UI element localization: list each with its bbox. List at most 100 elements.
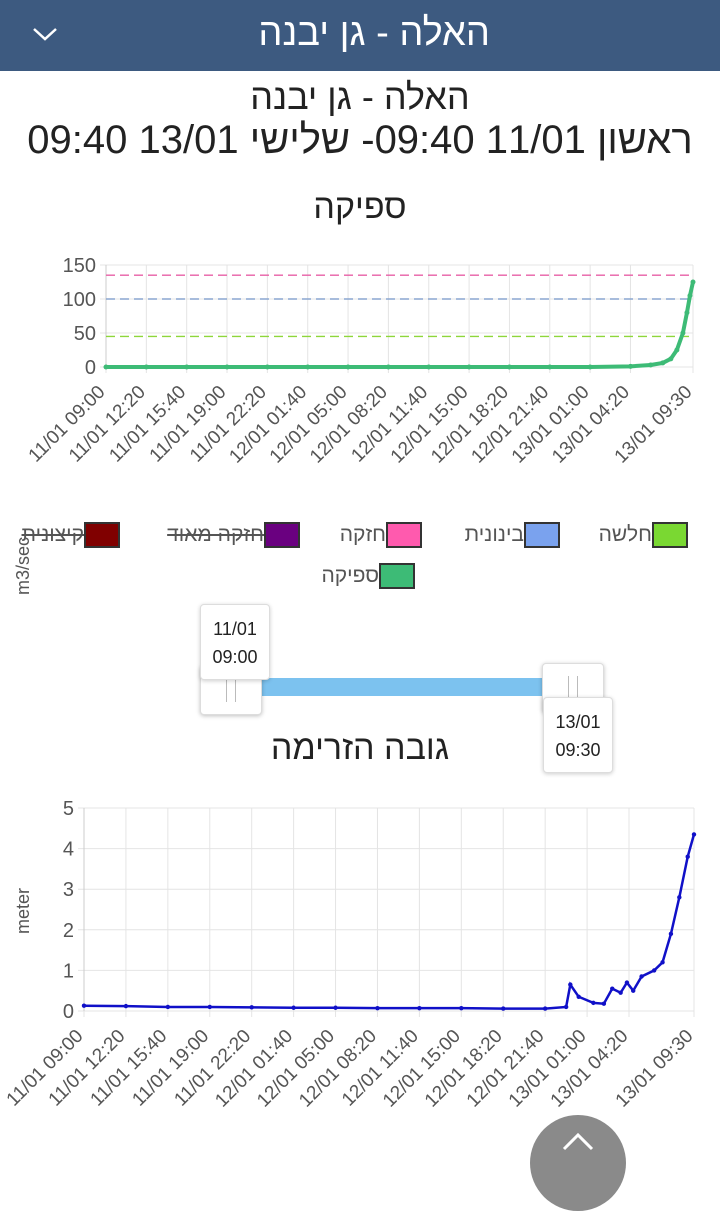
legend-label: חזקה bbox=[339, 523, 386, 546]
data-point bbox=[591, 1000, 596, 1006]
data-point bbox=[345, 364, 351, 370]
range-end-date: 13/01 bbox=[555, 712, 601, 732]
range-start-time: 09:00 bbox=[212, 647, 258, 667]
data-point bbox=[668, 356, 674, 362]
legend-item-medium[interactable]: בינונית bbox=[465, 519, 568, 551]
range-start-date: 11/01 bbox=[213, 619, 257, 639]
data-point bbox=[506, 364, 512, 370]
chevron-down-icon[interactable] bbox=[30, 22, 60, 46]
data-point bbox=[685, 854, 690, 859]
data-point bbox=[610, 986, 615, 991]
data-point bbox=[291, 1005, 296, 1010]
grip-icon bbox=[568, 676, 578, 700]
data-point bbox=[466, 364, 472, 370]
chart-legend: קיצונית חזקה מאוד חזקה בינונית חלשה ספיק… bbox=[0, 515, 720, 595]
data-point bbox=[624, 980, 630, 985]
data-point bbox=[576, 994, 581, 999]
data-point bbox=[385, 364, 391, 370]
data-point bbox=[426, 364, 432, 370]
data-point bbox=[651, 968, 657, 973]
data-point bbox=[680, 330, 686, 336]
data-point bbox=[224, 364, 230, 370]
data-point bbox=[587, 364, 593, 370]
data-point bbox=[333, 1005, 338, 1010]
top-bar: האלה - גן יבנה bbox=[0, 0, 720, 71]
legend-item-very-strong[interactable]: חזקה מאוד bbox=[167, 519, 308, 551]
y-tick-label: 5 bbox=[63, 798, 74, 820]
y-tick-label: 4 bbox=[63, 839, 74, 861]
legend-label: בינונית bbox=[464, 523, 524, 546]
data-point bbox=[660, 360, 666, 366]
y-tick-label: 1 bbox=[63, 960, 74, 982]
data-point bbox=[459, 1005, 464, 1011]
legend-swatch bbox=[379, 563, 415, 589]
y-tick-label: 2 bbox=[63, 920, 74, 942]
legend-item-extreme[interactable]: קיצונית bbox=[22, 519, 128, 551]
y-tick-label: 50 bbox=[74, 323, 96, 345]
y-tick-label: 150 bbox=[63, 255, 96, 277]
station-name: האלה - גן יבנה bbox=[250, 76, 470, 117]
data-point bbox=[501, 1006, 506, 1011]
level-chart-title: גובה הזרימה bbox=[270, 729, 450, 767]
legend-label: חזקה מאוד bbox=[167, 523, 264, 546]
data-point bbox=[691, 832, 697, 837]
data-point bbox=[687, 293, 693, 299]
legend-label: חלשה bbox=[598, 523, 652, 546]
time-range-slider-track[interactable] bbox=[230, 678, 575, 696]
data-point bbox=[165, 1004, 171, 1010]
flow-ylabel: m3/sec bbox=[13, 537, 33, 595]
app-title: האלה - גן יבנה bbox=[258, 12, 490, 54]
data-point bbox=[103, 364, 109, 370]
legend-swatch bbox=[84, 522, 120, 548]
data-point bbox=[264, 364, 270, 370]
legend-swatch bbox=[524, 522, 560, 548]
y-tick-label: 0 bbox=[63, 1001, 74, 1023]
data-point bbox=[627, 363, 633, 369]
data-point bbox=[618, 990, 623, 995]
data-point bbox=[639, 974, 644, 979]
data-point bbox=[568, 982, 573, 987]
data-point bbox=[123, 1003, 129, 1009]
data-point bbox=[249, 1005, 254, 1010]
data-point bbox=[417, 1005, 422, 1011]
legend-label: קיצונית bbox=[21, 523, 84, 546]
data-point bbox=[207, 1004, 212, 1010]
scroll-to-top-button[interactable] bbox=[530, 1115, 626, 1211]
data-point bbox=[660, 960, 665, 965]
data-point bbox=[305, 364, 311, 370]
data-point bbox=[684, 310, 690, 316]
range-start-tooltip: 11/01 09:00 bbox=[200, 604, 270, 680]
data-point bbox=[563, 1004, 569, 1010]
data-point bbox=[668, 931, 674, 937]
data-point bbox=[143, 364, 149, 370]
date-range: ראשון 11/01 09:40- שלישי 13/01 09:40 bbox=[27, 118, 693, 162]
legend-item-weak[interactable]: חלשה bbox=[599, 519, 696, 551]
data-point bbox=[690, 279, 696, 285]
legend-item-flow[interactable]: ספיקה bbox=[321, 560, 423, 592]
data-point bbox=[542, 1006, 548, 1011]
flow-chart-title: ספיקה bbox=[313, 188, 407, 226]
level-ylabel: meter bbox=[13, 888, 33, 934]
legend-item-strong[interactable]: חזקה bbox=[340, 519, 430, 551]
data-point bbox=[677, 895, 682, 900]
legend-swatch bbox=[264, 522, 300, 548]
data-point bbox=[631, 988, 636, 993]
legend-swatch bbox=[652, 522, 688, 548]
legend-swatch bbox=[386, 522, 422, 548]
y-tick-label: 3 bbox=[63, 879, 74, 901]
series-line bbox=[83, 834, 696, 1010]
data-point bbox=[375, 1005, 380, 1011]
data-point bbox=[648, 362, 654, 368]
data-point bbox=[81, 1003, 87, 1008]
data-point bbox=[601, 1001, 607, 1006]
range-end-tooltip: 13/01 09:30 bbox=[543, 697, 613, 773]
data-point bbox=[674, 347, 680, 353]
data-point bbox=[184, 364, 190, 370]
chevron-up-icon bbox=[562, 1132, 594, 1151]
range-end-time: 09:30 bbox=[555, 740, 601, 760]
y-tick-label: 100 bbox=[63, 289, 96, 311]
grip-icon bbox=[226, 678, 236, 702]
legend-label: ספיקה bbox=[321, 564, 379, 587]
